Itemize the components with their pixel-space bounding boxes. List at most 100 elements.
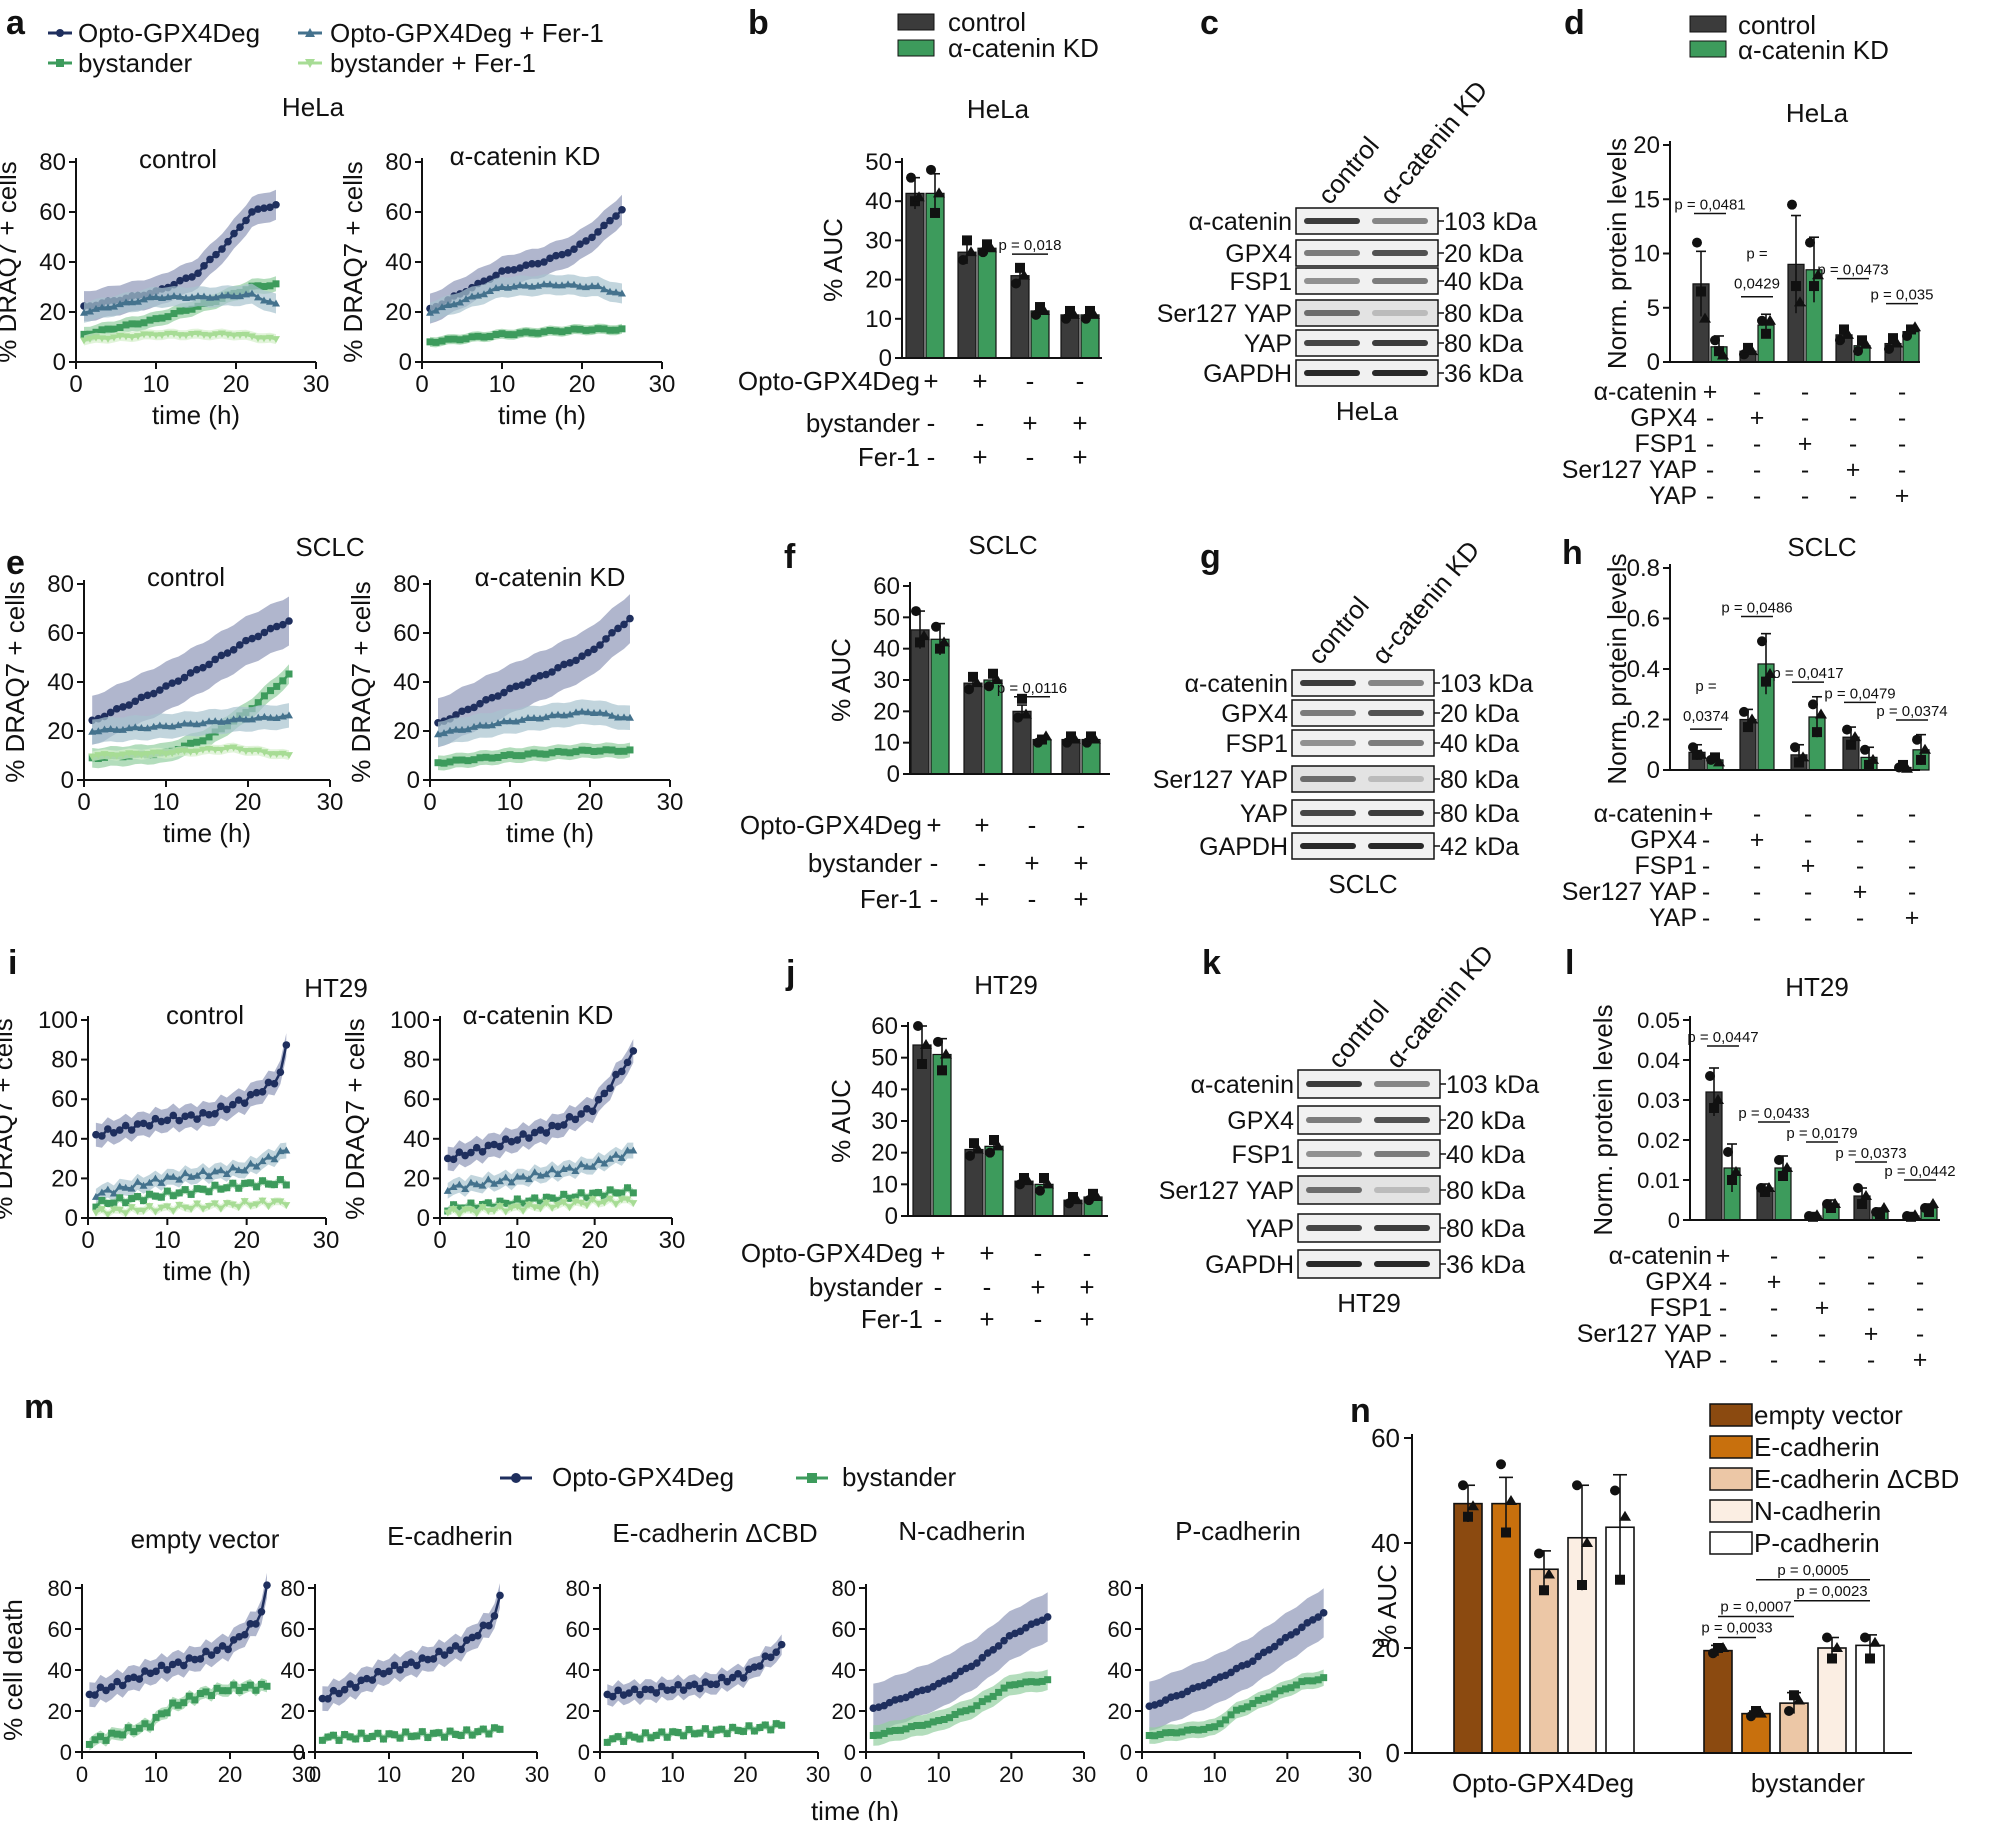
data-point (194, 269, 202, 278)
data-point (1156, 1730, 1164, 1738)
data-point (606, 1186, 614, 1194)
data-point (351, 1683, 360, 1692)
data-point (175, 1116, 184, 1125)
protein-band (1304, 278, 1360, 284)
condition-sign: - (1753, 800, 1761, 828)
data-point (149, 689, 158, 698)
data-point (186, 669, 195, 677)
y-tick-label: 0 (1647, 757, 1660, 784)
data-point (247, 1179, 255, 1187)
data-point (570, 245, 578, 254)
bar (905, 192, 925, 359)
legend-marker-opto-fer (305, 28, 315, 37)
data-point (582, 1202, 591, 1210)
replicate-point (917, 1059, 927, 1069)
data-point (464, 705, 472, 714)
y-tick-label: 20 (832, 1699, 856, 1724)
data-point (553, 1170, 562, 1178)
data-point (479, 1621, 488, 1630)
replicate-point (1505, 1495, 1517, 1505)
p-value: p = 0,0486 (1721, 600, 1792, 617)
p-value: p = 0,0005 (1777, 1562, 1848, 1579)
data-point (139, 1181, 148, 1189)
panel-letter: a (6, 4, 26, 42)
data-point (242, 216, 250, 225)
data-point (192, 720, 201, 728)
data-point (113, 1677, 121, 1686)
data-point (91, 1736, 99, 1744)
data-point (534, 329, 542, 337)
data-point (125, 724, 134, 732)
data-point (455, 1211, 464, 1219)
data-point (139, 1207, 148, 1215)
condition-sign: - (934, 1272, 943, 1302)
condition-sign: - (1867, 1242, 1875, 1270)
y-tick-label: 20 (873, 698, 900, 725)
condition-sign: - (1077, 810, 1086, 840)
data-point (207, 1651, 216, 1659)
replicate-point (1040, 730, 1052, 741)
protein-label: GAPDH (1203, 360, 1292, 388)
bar (1529, 1568, 1559, 1754)
condition-sign: + (1022, 408, 1037, 438)
condition-sign: - (1804, 904, 1812, 932)
data-point (582, 237, 590, 245)
data-point (482, 721, 490, 729)
y-axis-label: % DRAQ7 + cells (346, 581, 376, 783)
data-point (116, 333, 124, 341)
data-point (696, 1684, 704, 1693)
x-tick-label: 20 (218, 1762, 242, 1787)
replicate-point (1696, 286, 1706, 297)
data-point (449, 1206, 458, 1214)
replicate-point (1755, 1707, 1767, 1718)
data-point (467, 1148, 475, 1157)
data-point (463, 1726, 471, 1734)
data-point (80, 308, 88, 316)
replicate-point (1463, 1511, 1473, 1522)
legend-label: α-catenin KD (1738, 35, 1889, 65)
panel-letter: g (1200, 538, 1221, 576)
y-tick-label: 80 (48, 1576, 72, 1601)
data-point (636, 1735, 644, 1743)
replicate-point (1757, 636, 1767, 647)
legend-marker-bystander (807, 1473, 817, 1483)
replicate-point (1705, 1071, 1715, 1081)
condition-sign: + (1072, 442, 1087, 472)
data-point (246, 1681, 254, 1689)
data-point (458, 725, 466, 733)
data-point (248, 634, 256, 643)
data-point (602, 635, 610, 643)
y-tick-label: 40 (39, 249, 66, 276)
replicate-point (1730, 1166, 1742, 1176)
data-point (241, 1683, 249, 1691)
data-point (1282, 1685, 1290, 1693)
data-point (103, 1185, 112, 1193)
condition-sign: - (1719, 1294, 1727, 1322)
protein-label: FSP1 (1229, 268, 1292, 296)
condition-label: Opto-GPX4Deg (738, 366, 920, 396)
data-point (973, 1659, 981, 1667)
p-value: p = 0,0373 (1835, 1145, 1906, 1162)
x-axis-label: time (h) (811, 1796, 899, 1821)
data-point (180, 673, 189, 682)
data-point (162, 682, 170, 690)
data-point (168, 679, 176, 687)
data-point (473, 1204, 481, 1212)
data-point (169, 1172, 178, 1180)
data-point (194, 302, 202, 310)
data-point (109, 1206, 118, 1214)
data-point (157, 1204, 166, 1212)
data-point (164, 313, 172, 321)
y-tick-label: 40 (281, 1658, 305, 1683)
data-point (335, 1736, 343, 1744)
condition-sign: - (930, 884, 939, 914)
replicate-point (1867, 753, 1879, 764)
chart-title: HeLa (967, 94, 1030, 124)
y-tick-label: 80 (39, 149, 66, 176)
data-point (224, 331, 232, 339)
protein-band (1368, 810, 1424, 816)
p-value: p = (1746, 245, 1768, 262)
data-point (254, 713, 263, 721)
data-point (224, 1687, 232, 1695)
data-point (96, 1683, 105, 1692)
